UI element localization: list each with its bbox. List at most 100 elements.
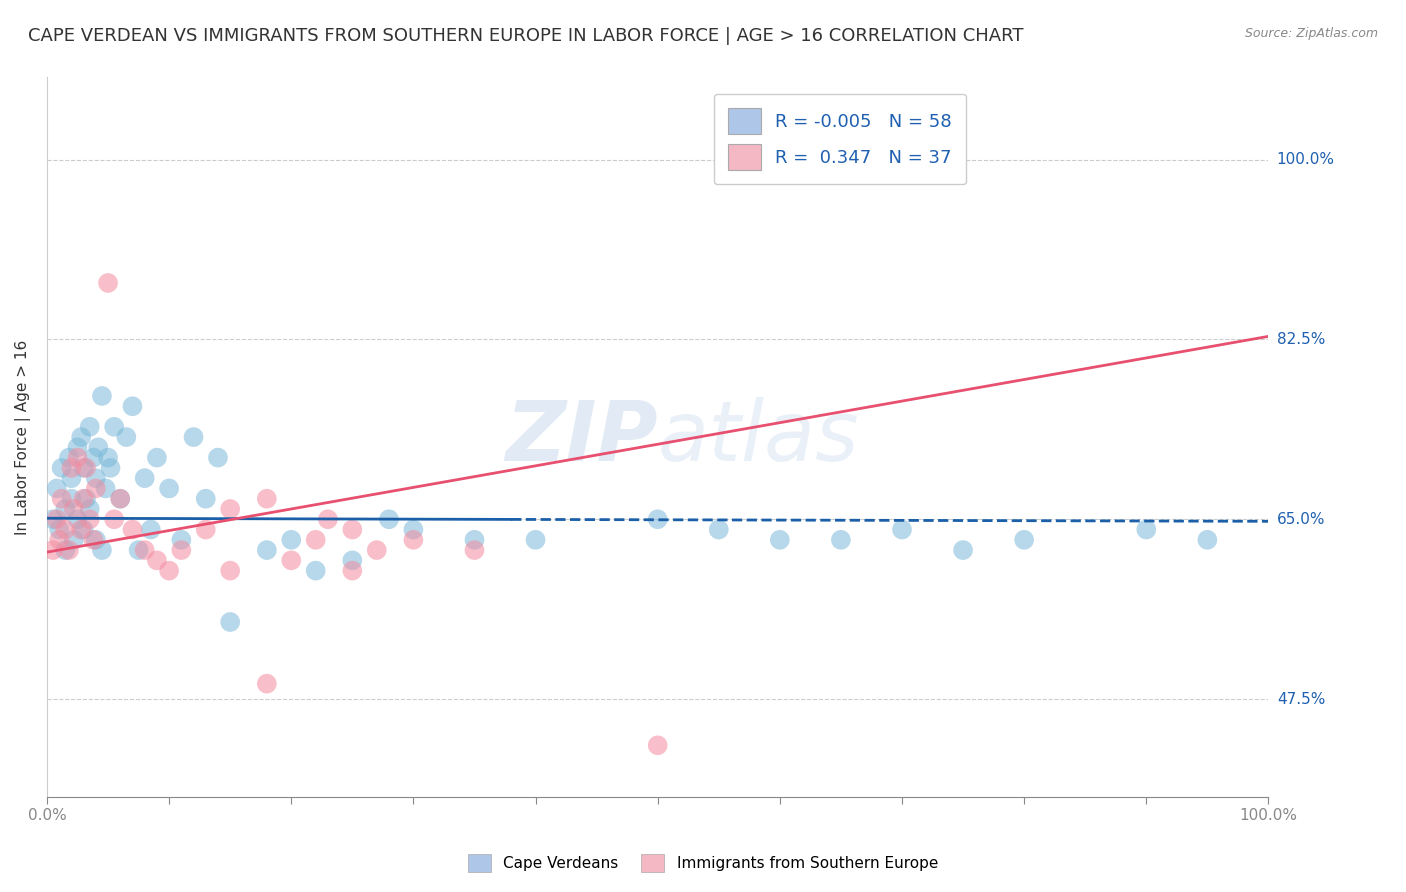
Point [524,533,547,547]
Point [42,543,65,558]
Point [110,491,132,506]
Text: 47.5%: 47.5% [1277,691,1324,706]
Point [157,482,180,496]
Point [256,491,278,506]
Point [316,512,339,526]
Point [194,491,217,506]
Point [103,419,125,434]
Point [72,491,94,506]
Point [219,502,242,516]
Point [100,461,122,475]
Point [60,491,83,506]
Point [63,502,86,516]
Point [219,564,242,578]
Point [647,512,669,526]
Point [342,553,364,567]
Point [75,491,97,506]
Point [51,461,73,475]
Point [769,533,792,547]
Point [139,523,162,537]
Point [194,523,217,537]
Point [110,491,132,506]
Point [305,533,328,547]
Point [121,523,143,537]
Point [63,533,86,547]
Point [79,512,101,526]
Point [53,502,76,516]
Point [280,553,302,567]
Point [146,553,169,567]
Point [91,389,114,403]
Point [402,533,425,547]
Text: 100.0%: 100.0% [1277,153,1334,167]
Point [94,482,117,496]
Point [79,502,101,516]
Point [75,461,97,475]
Point [45,482,67,496]
Point [103,512,125,526]
Point [58,450,80,465]
Point [60,471,83,485]
Point [305,564,328,578]
Point [48,523,70,537]
Point [170,533,193,547]
Point [84,533,107,547]
Point [207,450,229,465]
Text: 65.0%: 65.0% [1277,512,1326,527]
Point [342,564,364,578]
Point [342,523,364,537]
Text: 82.5%: 82.5% [1277,332,1324,347]
Point [891,523,914,537]
Point [378,512,401,526]
Point [830,533,852,547]
Point [280,533,302,547]
Point [72,523,94,537]
Text: CAPE VERDEAN VS IMMIGRANTS FROM SOUTHERN EUROPE IN LABOR FORCE | AGE > 16 CORREL: CAPE VERDEAN VS IMMIGRANTS FROM SOUTHERN… [28,27,1024,45]
Point [1197,533,1219,547]
Point [53,523,76,537]
Point [97,276,120,290]
Point [463,533,485,547]
Point [134,471,156,485]
Point [91,543,114,558]
Point [82,533,104,547]
Point [157,564,180,578]
Point [1012,533,1035,547]
Legend: Cape Verdeans, Immigrants from Southern Europe: Cape Verdeans, Immigrants from Southern … [460,846,946,880]
Point [51,491,73,506]
Point [84,471,107,485]
Point [402,523,425,537]
Point [66,512,89,526]
Point [70,430,93,444]
Point [134,543,156,558]
Point [219,615,242,629]
Point [121,399,143,413]
Point [97,450,120,465]
Point [115,430,138,444]
Point [45,512,67,526]
Y-axis label: In Labor Force | Age > 16: In Labor Force | Age > 16 [15,340,31,534]
Text: Source: ZipAtlas.com: Source: ZipAtlas.com [1244,27,1378,40]
Point [87,440,110,454]
Legend: R = -0.005   N = 58, R =  0.347   N = 37: R = -0.005 N = 58, R = 0.347 N = 37 [714,94,966,185]
Point [1135,523,1157,537]
Point [707,523,730,537]
Point [58,543,80,558]
Point [53,543,76,558]
Point [183,430,205,444]
Point [70,523,93,537]
Point [256,676,278,690]
Point [48,533,70,547]
Point [42,512,65,526]
Point [647,739,669,753]
Point [170,543,193,558]
Point [72,461,94,475]
Text: ZIP: ZIP [505,397,658,477]
Point [82,450,104,465]
Point [463,543,485,558]
Point [128,543,150,558]
Point [366,543,388,558]
Point [60,461,83,475]
Point [66,440,89,454]
Point [79,419,101,434]
